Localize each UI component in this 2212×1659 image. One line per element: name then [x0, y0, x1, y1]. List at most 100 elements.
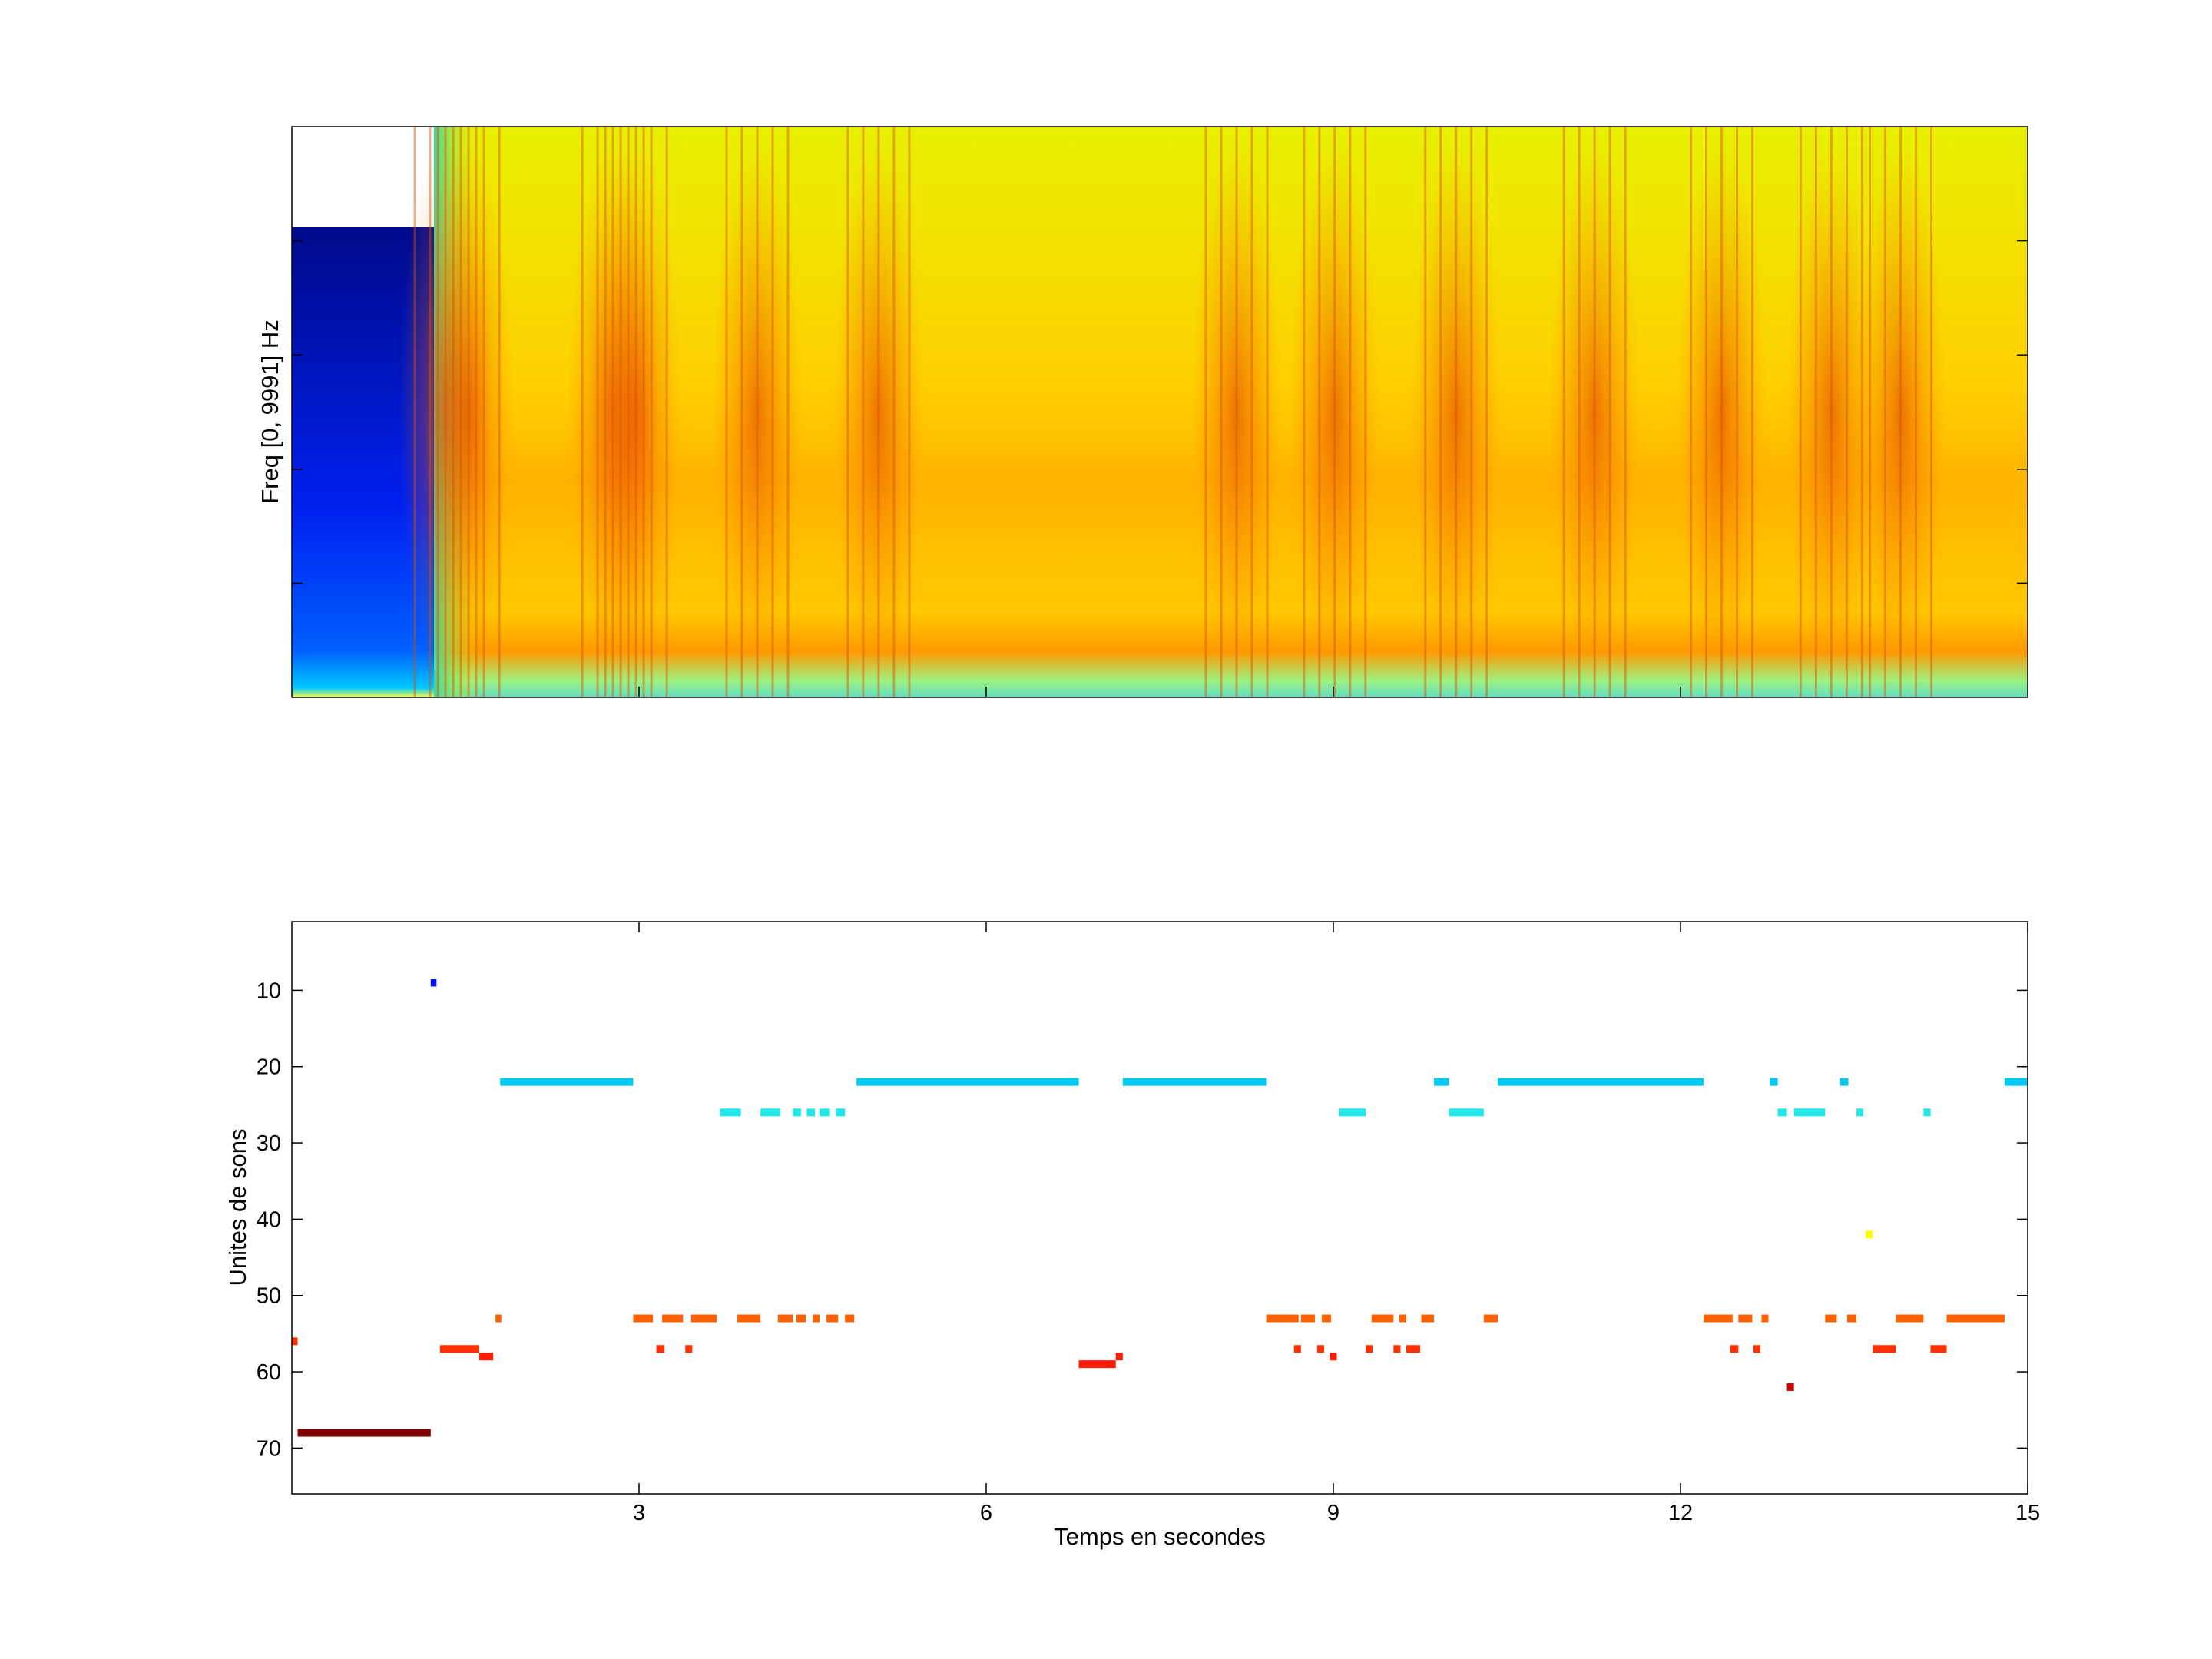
unit-segment-3 [439, 1345, 480, 1353]
spectrogram-events [399, 127, 1947, 697]
unit-segment-20 [820, 1108, 830, 1117]
unit-segment-25 [1078, 1360, 1116, 1369]
units-xtick-label-6: 6 [980, 1501, 992, 1525]
spectrogram-ticks [292, 240, 2028, 697]
units-xtick-label-15: 15 [2015, 1501, 2040, 1525]
unit-segment-1 [292, 1337, 298, 1346]
units-xtick-label-9: 9 [1327, 1501, 1339, 1525]
unit-segment-62 [1930, 1345, 1947, 1353]
unit-segment-47 [1738, 1314, 1753, 1323]
unit-segment-14 [760, 1108, 780, 1117]
unit-segment-15 [777, 1314, 793, 1323]
unit-segment-33 [1330, 1353, 1337, 1361]
spectrogram-frame [291, 126, 2028, 698]
unit-segment-59 [1873, 1345, 1896, 1353]
units-ytick-label-10: 10 [257, 979, 281, 1003]
unit-segment-60 [1896, 1314, 1924, 1323]
units-ytick-label-70: 70 [257, 1436, 281, 1461]
unit-segment-41 [1434, 1078, 1449, 1086]
unit-segment-56 [1846, 1314, 1857, 1323]
unit-segment-0 [297, 1429, 431, 1437]
units-xtick-label-3: 3 [633, 1501, 645, 1525]
unit-segment-7 [633, 1314, 654, 1323]
unit-segment-57 [1856, 1108, 1864, 1117]
spectrogram-event-5 [832, 142, 925, 680]
unit-segment-6 [500, 1078, 634, 1086]
unit-segment-36 [1371, 1314, 1394, 1323]
unit-segment-49 [1761, 1314, 1769, 1323]
unit-segment-29 [1293, 1345, 1301, 1353]
unit-segment-23 [845, 1314, 855, 1323]
unit-segment-40 [1421, 1314, 1435, 1323]
spectrogram-event-8 [1409, 142, 1502, 680]
units-marks [292, 979, 2028, 1437]
unit-segment-26 [1115, 1353, 1123, 1361]
unit-segment-45 [1704, 1314, 1733, 1323]
spectrogram-event-10 [1675, 142, 1768, 680]
units-frame [291, 921, 2028, 1495]
unit-segment-5 [495, 1314, 502, 1323]
unit-segment-12 [720, 1108, 741, 1117]
units-ylabel: Unites de sons [224, 1128, 251, 1286]
unit-segment-32 [1321, 1314, 1331, 1323]
units-ytick-label-40: 40 [257, 1207, 281, 1232]
units-ytick-label-30: 30 [257, 1131, 281, 1156]
units-ytick-label-20: 20 [257, 1055, 281, 1080]
unit-segment-51 [1777, 1108, 1787, 1117]
spectrogram-event-4 [711, 142, 804, 680]
unit-segment-24 [856, 1078, 1079, 1086]
unit-segment-8 [662, 1314, 684, 1323]
unit-segment-46 [1730, 1345, 1739, 1353]
units-ticks: 3 6 9 12 15 10 20 30 40 50 60 70 [257, 922, 2040, 1525]
unit-segment-61 [1923, 1108, 1931, 1117]
units-xlabel: Temps en secondes [1054, 1523, 1266, 1550]
unit-segment-18 [806, 1108, 816, 1117]
unit-segment-55 [1839, 1078, 1849, 1086]
unit-segment-50 [1770, 1078, 1778, 1086]
unit-segment-52 [1786, 1382, 1794, 1391]
unit-segment-16 [793, 1108, 801, 1117]
unit-segment-64 [2004, 1078, 2028, 1086]
unit-segment-13 [737, 1314, 761, 1323]
unit-segment-21 [826, 1314, 839, 1323]
unit-segment-53 [1793, 1108, 1826, 1117]
unit-segment-35 [1366, 1345, 1373, 1353]
unit-segment-28 [1266, 1314, 1299, 1323]
unit-segment-43 [1483, 1314, 1498, 1323]
unit-segment-2 [430, 979, 437, 987]
unit-segment-58 [1866, 1230, 1873, 1239]
unit-segment-22 [836, 1108, 846, 1117]
unit-segment-54 [1825, 1314, 1837, 1323]
units-ytick-label-60: 60 [257, 1360, 281, 1385]
spectrogram-event-9 [1548, 142, 1641, 680]
unit-segment-39 [1406, 1345, 1420, 1353]
unit-segment-38 [1399, 1314, 1406, 1323]
unit-segment-9 [690, 1314, 717, 1323]
spectrogram-event-12 [1854, 142, 1947, 680]
unit-segment-30 [1300, 1314, 1315, 1323]
spectrogram-panel: Freq [0, 9991] Hz [257, 126, 2028, 698]
unit-segment-44 [1497, 1078, 1704, 1086]
units-plot-area [292, 922, 2028, 1494]
spectrogram-event-6 [1190, 142, 1283, 680]
spectrogram-ylabel: Freq [0, 9991] Hz [257, 320, 283, 504]
spectrogram-event-3 [590, 142, 683, 680]
unit-segment-19 [813, 1314, 820, 1323]
unit-segment-42 [1449, 1108, 1484, 1117]
unit-segment-4 [479, 1353, 494, 1361]
unit-segment-31 [1316, 1345, 1324, 1353]
spectrogram-event-7 [1288, 142, 1381, 680]
unit-segment-17 [796, 1314, 806, 1323]
unit-segment-27 [1122, 1078, 1267, 1086]
spectrogram-event-1 [422, 142, 515, 680]
unit-segment-48 [1753, 1345, 1760, 1353]
units-xtick-label-12: 12 [1668, 1501, 1693, 1525]
unit-segment-10 [656, 1345, 665, 1353]
unit-segment-34 [1339, 1108, 1366, 1117]
units-ytick-label-50: 50 [257, 1284, 281, 1309]
unit-segment-63 [1946, 1314, 2005, 1323]
unit-segment-37 [1393, 1345, 1401, 1353]
unit-segment-11 [685, 1345, 693, 1353]
